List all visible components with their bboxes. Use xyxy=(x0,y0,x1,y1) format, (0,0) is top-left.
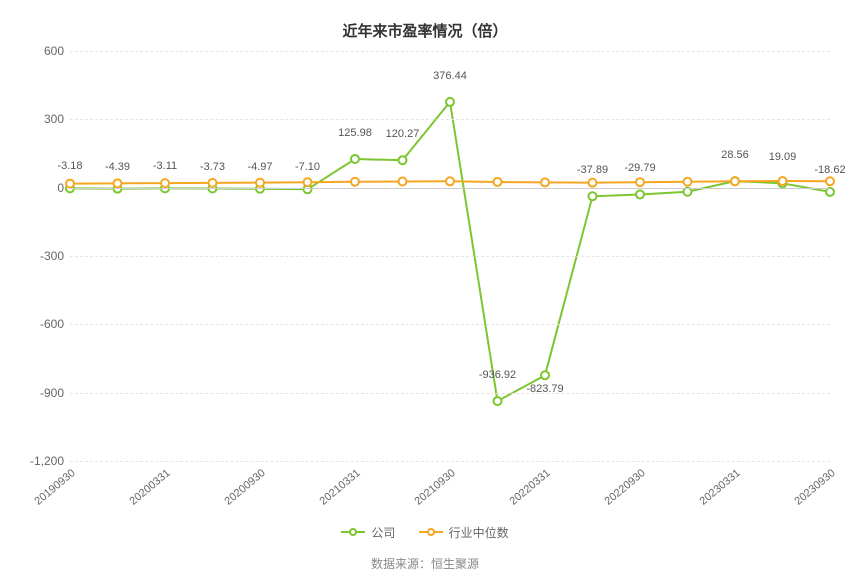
series-point-company[interactable] xyxy=(684,188,692,196)
chart-title: 近年来市盈率情况（倍） xyxy=(30,20,820,41)
series-point-industry_median[interactable] xyxy=(446,177,454,185)
y-tick-label: -600 xyxy=(40,317,64,331)
series-point-industry_median[interactable] xyxy=(66,180,74,188)
point-label: 28.56 xyxy=(721,149,749,161)
series-point-industry_median[interactable] xyxy=(209,179,217,187)
point-label: -18.62 xyxy=(814,164,845,176)
x-tick-label: 20220331 xyxy=(507,467,552,508)
legend-item-company[interactable]: 公司 xyxy=(341,524,395,541)
series-point-industry_median[interactable] xyxy=(351,178,359,186)
x-tick-label: 20220930 xyxy=(602,467,647,508)
y-tick-label: 0 xyxy=(57,181,64,195)
point-label: -4.97 xyxy=(247,161,272,173)
y-tick-label: -900 xyxy=(40,386,64,400)
x-tick-label: 20190930 xyxy=(32,467,77,508)
point-label: -823.79 xyxy=(526,383,563,395)
series-point-company[interactable] xyxy=(636,190,644,198)
point-label: -4.39 xyxy=(105,161,130,173)
series-point-industry_median[interactable] xyxy=(541,178,549,186)
point-label: 376.44 xyxy=(433,70,467,82)
series-point-industry_median[interactable] xyxy=(399,178,407,186)
series-point-company[interactable] xyxy=(351,155,359,163)
point-label: -37.89 xyxy=(577,164,608,176)
data-source-label: 数据来源：恒生聚源 xyxy=(30,555,820,572)
point-label: -936.92 xyxy=(479,369,516,381)
x-tick-label: 20230331 xyxy=(697,467,742,508)
chart-legend: 公司 行业中位数 xyxy=(30,521,820,541)
series-point-company[interactable] xyxy=(541,371,549,379)
x-tick-label: 20230930 xyxy=(792,467,837,508)
series-point-industry_median[interactable] xyxy=(826,177,834,185)
legend-label: 公司 xyxy=(371,524,395,541)
point-label: -7.10 xyxy=(295,161,320,173)
pe-ratio-chart: 近年来市盈率情况（倍） 6003000-300-600-900-1,200201… xyxy=(0,0,850,574)
point-label: 19.09 xyxy=(769,151,797,163)
y-tick-label: 600 xyxy=(44,44,64,58)
point-label: 120.27 xyxy=(386,128,420,140)
y-tick-label: 300 xyxy=(44,112,64,126)
x-tick-label: 20200331 xyxy=(127,467,172,508)
series-point-industry_median[interactable] xyxy=(589,179,597,187)
point-label: -29.79 xyxy=(624,162,655,174)
point-label: 125.98 xyxy=(338,127,372,139)
series-point-industry_median[interactable] xyxy=(636,178,644,186)
y-tick-label: -1,200 xyxy=(30,454,64,468)
series-point-industry_median[interactable] xyxy=(161,179,169,187)
y-tick-label: -300 xyxy=(40,249,64,263)
series-point-industry_median[interactable] xyxy=(256,179,264,187)
series-point-industry_median[interactable] xyxy=(779,177,787,185)
plot-area: 6003000-300-600-900-1,200201909302020033… xyxy=(70,51,830,461)
series-line-company xyxy=(70,102,830,401)
point-label: -3.11 xyxy=(153,160,177,172)
series-point-industry_median[interactable] xyxy=(114,179,122,187)
x-tick-label: 20200930 xyxy=(222,467,267,508)
series-point-company[interactable] xyxy=(494,397,502,405)
series-point-company[interactable] xyxy=(446,98,454,106)
point-label: -3.18 xyxy=(57,160,82,172)
series-point-industry_median[interactable] xyxy=(494,178,502,186)
series-point-industry_median[interactable] xyxy=(684,178,692,186)
series-point-industry_median[interactable] xyxy=(731,177,739,185)
x-tick-label: 20210930 xyxy=(412,467,457,508)
series-point-company[interactable] xyxy=(399,156,407,164)
x-tick-label: 20210331 xyxy=(317,467,362,508)
point-label: -3.73 xyxy=(200,161,225,173)
series-point-industry_median[interactable] xyxy=(304,178,312,186)
series-point-company[interactable] xyxy=(589,192,597,200)
legend-item-industry[interactable]: 行业中位数 xyxy=(419,524,509,541)
series-point-company[interactable] xyxy=(826,188,834,196)
legend-label: 行业中位数 xyxy=(449,524,509,541)
